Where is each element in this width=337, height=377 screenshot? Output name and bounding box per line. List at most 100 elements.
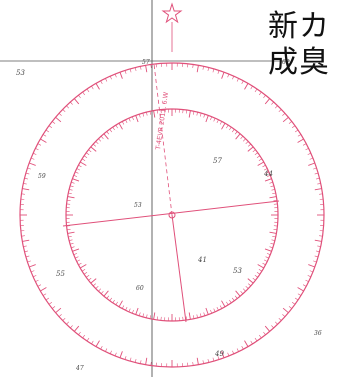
compass-tick [22,188,30,191]
compass-tick [135,115,139,123]
compass-tick [145,357,148,365]
compass-tick [95,83,100,90]
compass-tick [86,88,90,93]
compass-tick [142,113,144,117]
compass-tick [66,199,71,201]
compass-tick [309,157,314,160]
compass-tick [288,121,292,124]
compass-tick [316,177,320,180]
compass-tick [250,85,253,90]
compass-tick [297,287,304,292]
compass-tick [67,231,75,234]
compass-tick [95,340,100,347]
compass-tick [265,171,269,174]
compass-tick [294,297,299,301]
compass-tick [132,116,134,121]
compass-tick [70,101,73,105]
compass-tick [278,109,282,113]
compass-tick [188,110,191,118]
compass-tick [262,262,266,266]
compass-tick [203,312,206,316]
compass-tick [75,256,79,259]
compass-tick [121,121,125,125]
compass-tick [247,146,254,152]
compass-variation-line [153,63,173,216]
compass-tick [282,113,286,116]
compass-tick [66,321,70,325]
compass-tick [24,177,28,180]
compass-tick [25,255,30,258]
depth-sounding: 41 [197,256,207,264]
compass-tick [282,307,289,314]
compass-tick [27,260,31,263]
compass-tick [235,290,241,297]
compass-tick [48,302,53,305]
compass-tick [221,72,225,79]
compass-tick [221,351,225,358]
compass-tick [282,116,289,123]
compass-tick [212,68,215,73]
compass-tick [241,80,244,85]
compass-tick [78,95,81,99]
depth-sounding: 47 [75,365,84,372]
compass-tick [75,171,79,174]
compass-tick [252,149,256,153]
compass-tick [135,307,139,315]
compass-tick [86,274,90,278]
compass-tick [226,124,229,129]
compass-tick [100,345,103,350]
compass-tick [307,275,312,278]
compass-tick [203,114,206,118]
compass-tick [232,75,235,80]
compass-tick [291,302,296,305]
compass-tick [188,312,191,320]
compass-tick [109,350,112,355]
compass-tick [196,112,198,116]
compass-tick [138,114,141,118]
compass-tick [256,272,261,275]
compass-tick [78,164,82,168]
compass-tick [258,269,263,272]
compass-tick [90,146,97,152]
compass-tick [118,122,123,130]
compass-tick [213,308,216,312]
compass-tick [129,357,132,362]
compass-tick [52,121,56,124]
compass-tick [114,352,117,357]
compass-tick [269,181,273,184]
compass-tick [205,307,209,315]
compass-tick [316,250,320,253]
heading-line-1: 新カ [268,9,330,44]
star-icon [161,2,183,52]
compass-tick [302,284,307,287]
compass-tick [210,309,212,314]
compass-tick [308,264,315,268]
compass-tick [100,80,103,85]
compass-tick [248,283,251,287]
compass-tick [297,138,304,143]
compass-tick [79,264,87,269]
compass-tick [264,248,272,252]
compass-tick [256,155,261,158]
compass-tick [112,126,115,131]
compass-tick [128,308,131,312]
compass-tick [212,357,215,362]
compass-tick [82,334,85,339]
compass-tick [42,293,47,296]
compass-tick [319,193,323,195]
compass-tick [91,340,94,345]
compass-tick [105,348,108,352]
compass-tick [73,253,78,255]
compass-tick [317,245,321,247]
compass-tick [150,64,152,68]
compass-tick [314,255,319,258]
compass-tick [29,162,36,166]
compass-tick [153,110,156,118]
compass-tick [83,155,88,158]
compass-tick [68,236,72,238]
compass-tick [115,124,118,129]
compass-tick [250,340,253,345]
compass-tick [93,143,96,147]
compass-tick [76,168,81,171]
compass-tick [254,337,258,342]
